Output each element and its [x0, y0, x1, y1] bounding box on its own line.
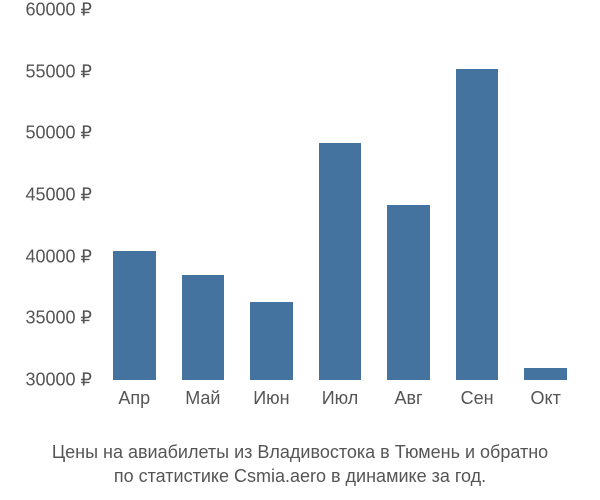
price-chart: 30000 ₽ 35000 ₽ 40000 ₽ 45000 ₽ 50000 ₽ 55000…	[0, 0, 600, 500]
y-tick-label: 35000 ₽	[25, 308, 100, 329]
bar	[250, 302, 293, 380]
y-tick-label: 55000 ₽	[25, 61, 100, 82]
x-tick-label: Апр	[118, 380, 150, 409]
y-tick-label: 50000 ₽	[25, 123, 100, 144]
x-tick-label: Июл	[322, 380, 359, 409]
bar	[387, 205, 430, 380]
bar	[113, 251, 156, 381]
caption-line-2: по статистике Csmia.aero в динамике за г…	[0, 464, 600, 488]
caption-line-1: Цены на авиабилеты из Владивостока в Тюм…	[0, 440, 600, 464]
chart-caption: Цены на авиабилеты из Владивостока в Тюм…	[0, 440, 600, 489]
y-tick-label: 30000 ₽	[25, 370, 100, 391]
bar	[319, 143, 362, 380]
x-tick-label: Авг	[394, 380, 422, 409]
y-tick-label: 40000 ₽	[25, 246, 100, 267]
x-tick-label: Май	[185, 380, 220, 409]
y-tick-label: 60000 ₽	[25, 0, 100, 21]
x-tick-label: Сен	[461, 380, 494, 409]
bar	[456, 69, 499, 380]
bar	[524, 368, 567, 380]
x-tick-label: Июн	[253, 380, 289, 409]
bar	[182, 275, 225, 380]
x-tick-label: Окт	[531, 380, 561, 409]
plot-area: 30000 ₽35000 ₽40000 ₽45000 ₽50000 ₽55000…	[100, 10, 580, 380]
y-tick-label: 45000 ₽	[25, 185, 100, 206]
